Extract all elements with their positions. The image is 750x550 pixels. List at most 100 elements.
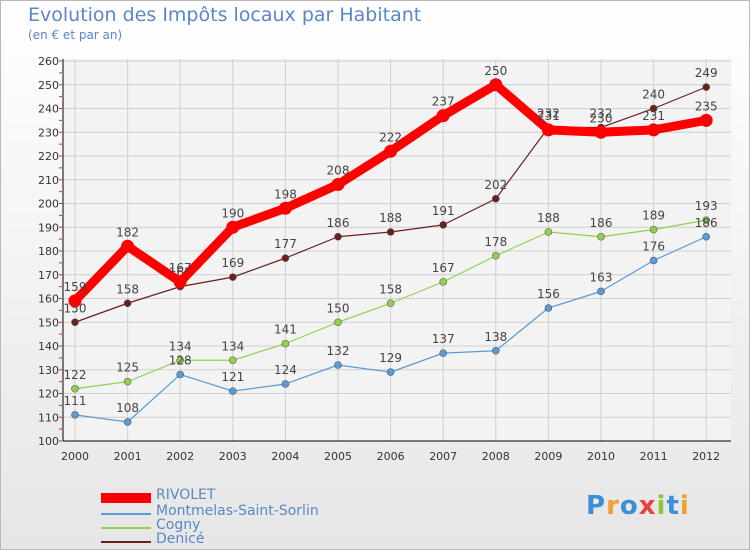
data-point-2 bbox=[176, 356, 184, 365]
data-label-0: 208 bbox=[327, 164, 350, 178]
data-label-1: 111 bbox=[64, 394, 87, 408]
legend-label-denice: Denicé bbox=[156, 531, 205, 547]
data-label-3: 177 bbox=[274, 237, 297, 251]
data-point-2 bbox=[597, 232, 605, 241]
data-label-2: 186 bbox=[590, 216, 613, 230]
data-label-2: 141 bbox=[274, 323, 297, 337]
data-point-2 bbox=[386, 299, 395, 308]
data-label-1: 137 bbox=[432, 332, 455, 346]
data-label-2: 125 bbox=[116, 361, 139, 375]
data-label-2: 178 bbox=[484, 235, 507, 249]
data-point-2 bbox=[649, 225, 658, 234]
data-label-1: 138 bbox=[484, 330, 507, 344]
data-label-1: 129 bbox=[379, 351, 402, 365]
data-label-1: 163 bbox=[590, 270, 613, 284]
data-label-0: 235 bbox=[695, 99, 718, 113]
legend-label-cogny: Cogny bbox=[156, 517, 201, 533]
data-label-3: 186 bbox=[327, 216, 350, 230]
x-tick-label: 2006 bbox=[377, 450, 405, 463]
data-label-0: 159 bbox=[64, 280, 87, 294]
legend-swatch-cogny bbox=[101, 527, 151, 529]
data-label-3: 202 bbox=[484, 178, 507, 192]
x-tick-label: 2007 bbox=[429, 450, 457, 463]
data-label-0: 237 bbox=[432, 95, 455, 109]
x-tick-label: 2000 bbox=[61, 450, 89, 463]
plot-area bbox=[63, 59, 731, 441]
data-label-0: 250 bbox=[484, 64, 507, 78]
data-label-3: 240 bbox=[642, 88, 665, 102]
x-tick-label: 2010 bbox=[587, 450, 615, 463]
data-label-0: 231 bbox=[642, 109, 665, 123]
data-point-0 bbox=[436, 109, 450, 123]
data-point-1 bbox=[544, 304, 553, 312]
data-point-0 bbox=[384, 144, 398, 158]
y-tick-label: 180 bbox=[38, 245, 59, 258]
data-label-3: 188 bbox=[379, 211, 402, 225]
data-label-2: 188 bbox=[537, 211, 560, 225]
x-tick-label: 2008 bbox=[482, 450, 510, 463]
data-point-1 bbox=[597, 287, 605, 296]
data-point-2 bbox=[229, 356, 237, 365]
data-point-1 bbox=[71, 411, 79, 419]
x-tick-label: 2004 bbox=[271, 450, 299, 463]
x-tick-label: 2009 bbox=[534, 450, 562, 463]
data-point-0 bbox=[647, 123, 661, 137]
data-label-2: 122 bbox=[64, 368, 87, 382]
data-point-0 bbox=[699, 113, 713, 127]
x-tick-label: 2011 bbox=[640, 450, 668, 463]
x-tick-label: 2005 bbox=[324, 450, 352, 463]
data-label-0: 230 bbox=[590, 111, 613, 125]
x-tick-label: 2012 bbox=[692, 450, 720, 463]
chart-subtitle: (en € et par an) bbox=[28, 28, 123, 42]
y-tick-label: 160 bbox=[38, 293, 59, 306]
data-point-1 bbox=[649, 256, 658, 265]
logo-letter: o bbox=[619, 491, 639, 521]
data-point-3 bbox=[386, 228, 395, 236]
y-tick-label: 210 bbox=[38, 174, 59, 187]
data-label-2: 189 bbox=[642, 209, 665, 223]
y-tick-label: 190 bbox=[38, 221, 59, 234]
data-point-3 bbox=[281, 254, 290, 262]
data-point-3 bbox=[123, 299, 132, 308]
y-tick-label: 170 bbox=[38, 269, 59, 282]
data-point-1 bbox=[386, 368, 395, 376]
data-point-3 bbox=[649, 104, 658, 113]
data-label-0: 190 bbox=[221, 206, 244, 220]
data-point-3 bbox=[71, 318, 79, 327]
x-tick-label: 2003 bbox=[219, 450, 247, 463]
data-point-0 bbox=[489, 78, 503, 92]
data-point-1 bbox=[176, 370, 184, 379]
data-point-3 bbox=[702, 83, 711, 91]
y-tick-label: 150 bbox=[38, 316, 59, 329]
y-tick-label: 240 bbox=[38, 103, 59, 116]
data-label-3: 191 bbox=[432, 204, 455, 218]
data-label-1: 156 bbox=[537, 287, 560, 301]
data-label-2: 150 bbox=[327, 301, 350, 315]
logo-letter: r bbox=[606, 491, 620, 521]
legend-swatch-montmelas bbox=[101, 513, 151, 515]
data-label-1: 132 bbox=[327, 344, 350, 358]
y-tick-label: 140 bbox=[38, 340, 59, 353]
data-point-2 bbox=[71, 384, 79, 393]
data-point-2 bbox=[123, 377, 132, 386]
logo-letter: x bbox=[638, 491, 657, 521]
data-label-2: 193 bbox=[695, 199, 718, 213]
logo-letter: i bbox=[656, 491, 667, 521]
data-label-3: 232 bbox=[590, 107, 613, 121]
data-point-3 bbox=[491, 194, 500, 203]
data-label-3: 150 bbox=[64, 301, 87, 315]
y-tick-label: 120 bbox=[38, 388, 59, 401]
data-point-2 bbox=[544, 228, 553, 236]
data-point-0 bbox=[594, 125, 608, 139]
data-point-2 bbox=[334, 318, 342, 327]
logo-letter: t bbox=[666, 491, 680, 521]
data-point-1 bbox=[229, 387, 237, 395]
data-point-2 bbox=[702, 216, 711, 224]
y-tick-label: 110 bbox=[38, 411, 59, 424]
proxiti-logo: Proxiti bbox=[586, 491, 690, 521]
data-label-3: 158 bbox=[116, 282, 139, 296]
data-label-1: 124 bbox=[274, 363, 297, 377]
data-label-0: 231 bbox=[537, 109, 560, 123]
data-point-1 bbox=[702, 232, 711, 241]
